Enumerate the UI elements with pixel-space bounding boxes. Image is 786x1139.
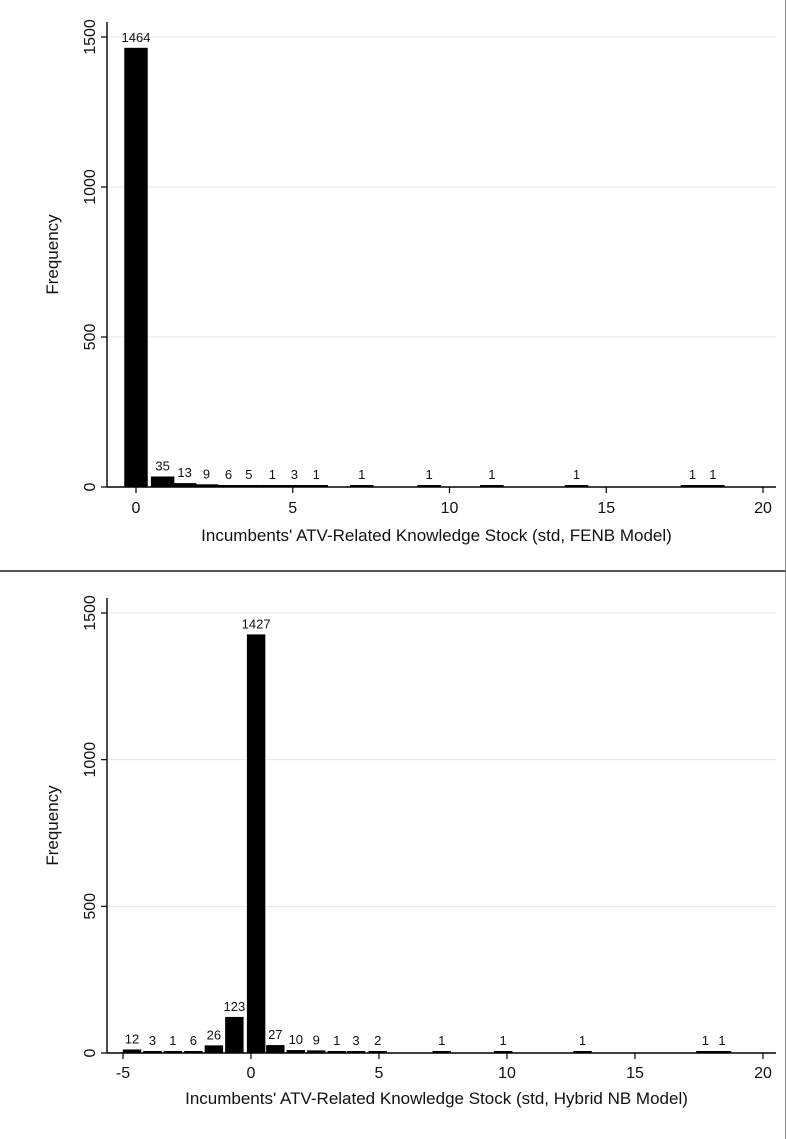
bar-value-label: 1 <box>579 1033 586 1048</box>
bar <box>282 485 307 487</box>
bar-value-label: 1 <box>313 467 320 482</box>
bar-value-label: 1 <box>438 1033 445 1048</box>
bar <box>246 634 266 1053</box>
x-tick-label: 20 <box>754 1065 772 1082</box>
bar-value-label: 13 <box>177 465 191 480</box>
bar <box>346 1051 366 1053</box>
bar-value-label: 1 <box>169 1033 176 1048</box>
bar-value-label: 26 <box>207 1027 221 1042</box>
bar-value-label: 123 <box>224 999 246 1014</box>
x-tick-label: -5 <box>116 1065 130 1082</box>
bar-value-label: 3 <box>149 1033 156 1048</box>
bar-value-label: 2 <box>374 1033 381 1048</box>
bar-value-label: 1 <box>358 467 365 482</box>
bar <box>260 485 285 487</box>
y-tick-label: 1500 <box>82 19 99 55</box>
bar-value-label: 1 <box>718 1033 725 1048</box>
x-tick-label: 10 <box>498 1065 516 1082</box>
bar-value-label: 1 <box>269 467 276 482</box>
y-axis-title: Frequency <box>43 214 62 295</box>
bar <box>150 476 175 487</box>
bar <box>286 1050 306 1053</box>
x-tick-label: 15 <box>626 1065 644 1082</box>
bar-value-label: 9 <box>313 1032 320 1047</box>
bar-value-label: 3 <box>352 1033 359 1048</box>
bar-value-label: 1 <box>488 467 495 482</box>
bar <box>432 1051 451 1053</box>
bar-value-label: 3 <box>291 467 298 482</box>
bar <box>307 1050 326 1053</box>
bar <box>696 1051 715 1053</box>
bar <box>701 485 725 487</box>
bar <box>163 1051 183 1053</box>
y-axis-title: Frequency <box>43 785 62 866</box>
y-tick-label: 0 <box>82 482 99 491</box>
bar <box>349 485 374 487</box>
x-tick-label: 20 <box>754 500 772 517</box>
bar-value-label: 1 <box>709 467 716 482</box>
y-tick-label: 1000 <box>82 169 99 205</box>
x-tick-label: 5 <box>375 1065 384 1082</box>
bar-value-label: 1464 <box>122 30 151 45</box>
bar-value-label: 1 <box>426 467 433 482</box>
bar <box>194 484 219 487</box>
bar <box>124 47 148 488</box>
x-tick-label: 10 <box>441 500 459 517</box>
bar <box>712 1051 732 1053</box>
bar <box>564 485 589 487</box>
bar-value-label: 35 <box>155 459 169 474</box>
bar-value-label: 1 <box>702 1033 709 1048</box>
bar <box>417 485 441 487</box>
bar-value-label: 1 <box>573 467 580 482</box>
bar-value-label: 1 <box>333 1033 340 1048</box>
bar <box>304 485 329 487</box>
bar-value-label: 6 <box>190 1033 197 1048</box>
x-axis-title: Incumbents' ATV-Related Knowledge Stock … <box>185 1089 688 1108</box>
y-tick-label: 1500 <box>82 595 99 631</box>
bar <box>122 1049 142 1053</box>
y-tick-label: 500 <box>82 893 99 920</box>
x-axis-title: Incumbents' ATV-Related Knowledge Stock … <box>201 526 672 545</box>
bar-value-label: 1 <box>689 467 696 482</box>
bar <box>327 1051 346 1053</box>
bar <box>204 1045 224 1053</box>
bar <box>573 1051 592 1053</box>
bar-value-label: 1427 <box>242 616 271 631</box>
bar-value-label: 1 <box>500 1033 507 1048</box>
bar <box>680 485 705 487</box>
bar-value-label: 6 <box>225 467 232 482</box>
bar <box>368 1051 387 1053</box>
bar <box>143 1051 162 1053</box>
bar-value-label: 5 <box>245 467 252 482</box>
bar <box>184 1051 203 1053</box>
bar <box>493 1051 513 1053</box>
bar-value-label: 10 <box>289 1032 303 1047</box>
y-tick-label: 500 <box>82 324 99 351</box>
bar <box>480 485 504 487</box>
bar <box>266 1045 285 1053</box>
bar <box>172 483 197 487</box>
y-tick-label: 0 <box>82 1048 99 1057</box>
bar <box>216 485 241 487</box>
x-tick-label: 0 <box>247 1065 256 1082</box>
x-tick-label: 5 <box>288 500 297 517</box>
bar <box>225 1016 244 1053</box>
chart-panel-fenb: 0 500 1000 1500 0 5 10 15 20 1464 35 13 9 6 5 1 3 1 1 1 1 1 1 1… <box>0 0 786 572</box>
chart-panel-hybrid-nb: 0 500 1000 1500 -5 0 5 10 15 20 12 3 1 6 26 123 1427 27 10… <box>0 572 786 1139</box>
bar-value-label: 12 <box>125 1031 139 1046</box>
bar <box>237 485 261 487</box>
bar-value-label: 27 <box>268 1027 282 1042</box>
bar-value-label: 9 <box>203 466 210 481</box>
y-tick-label: 1000 <box>82 742 99 778</box>
x-tick-label: 0 <box>132 500 141 517</box>
x-tick-label: 15 <box>597 500 615 517</box>
